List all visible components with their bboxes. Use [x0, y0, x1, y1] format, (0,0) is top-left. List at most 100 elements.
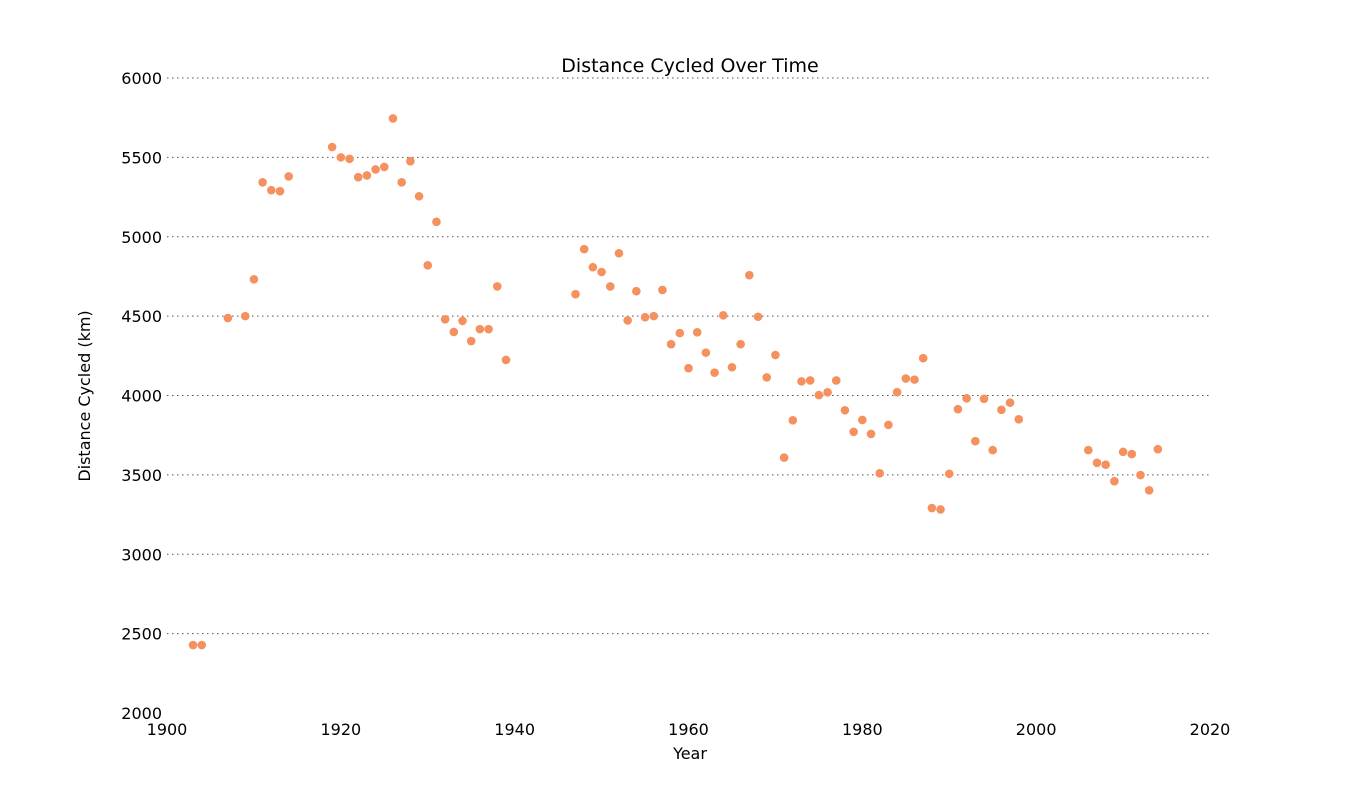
data-point-1947	[571, 289, 580, 299]
data-point-2010	[1118, 447, 1128, 457]
y-tick-label-4500: 4500	[121, 307, 162, 326]
data-point-1991	[953, 404, 963, 414]
data-point-1970	[771, 350, 780, 360]
data-point-1974	[805, 376, 815, 385]
data-point-1958	[666, 339, 676, 349]
data-point-1933	[449, 327, 459, 337]
gridlines	[167, 77, 1210, 635]
data-point-1963	[710, 368, 719, 377]
data-point-1975	[814, 390, 824, 400]
data-point-1980	[858, 415, 867, 425]
y-tick-label-2000: 2000	[121, 704, 162, 723]
data-point-1914	[284, 172, 293, 181]
data-point-1907	[223, 313, 233, 323]
x-tick-label-1940: 1940	[494, 720, 535, 739]
y-tick-label-3000: 3000	[121, 545, 162, 564]
data-point-1937	[484, 324, 493, 334]
data-point-2012	[1136, 470, 1145, 480]
data-point-2014	[1153, 444, 1163, 454]
data-point-1904	[197, 640, 207, 650]
y-tick-labels: 2000 2500 3000 3500 4000 4500 5000 5500 6000	[121, 69, 162, 723]
data-point-1936	[475, 324, 485, 334]
data-point-1983	[884, 420, 893, 430]
data-point-1973	[797, 377, 806, 386]
y-tick-label-5000: 5000	[121, 228, 162, 247]
data-point-2009	[1110, 476, 1119, 486]
data-point-1971	[779, 453, 789, 462]
data-point-1978	[840, 405, 850, 415]
data-point-1988	[927, 503, 937, 513]
data-point-1990	[944, 469, 954, 479]
data-point-1931	[432, 217, 441, 227]
data-point-1919	[327, 142, 337, 152]
x-axis-label: Year	[672, 744, 707, 763]
data-point-1930	[423, 261, 433, 270]
data-point-1984	[892, 387, 902, 397]
data-point-1927	[397, 177, 406, 187]
data-point-1997	[1005, 398, 1015, 407]
data-point-2011	[1127, 449, 1137, 459]
data-point-1985	[901, 374, 911, 383]
data-point-2008	[1101, 460, 1110, 470]
data-point-1950	[597, 267, 606, 277]
data-point-1912	[267, 185, 276, 195]
data-point-1924	[371, 165, 380, 174]
data-point-1951	[605, 282, 615, 291]
data-point-1989	[936, 505, 945, 514]
data-point-1938	[492, 282, 502, 291]
data-point-1932	[440, 315, 450, 324]
data-point-2007	[1092, 458, 1102, 468]
y-tick-label-6000: 6000	[121, 69, 162, 88]
data-point-1952	[614, 248, 624, 258]
data-point-1962	[701, 348, 711, 357]
y-tick-label-5500: 5500	[121, 148, 162, 167]
data-point-1954	[632, 286, 641, 296]
data-point-1926	[388, 114, 398, 123]
data-point-1960	[684, 363, 693, 373]
y-tick-label-3500: 3500	[121, 466, 162, 485]
data-point-1921	[345, 154, 354, 164]
data-point-2013	[1144, 485, 1154, 495]
data-point-1981	[866, 429, 876, 439]
data-point-2006	[1084, 445, 1093, 455]
data-point-1982	[875, 468, 885, 478]
data-point-1928	[406, 156, 415, 166]
x-tick-label-1900: 1900	[147, 720, 188, 739]
data-point-1986	[910, 375, 919, 384]
data-point-1996	[997, 405, 1006, 415]
data-point-1972	[788, 415, 798, 425]
data-point-1903	[188, 640, 198, 650]
x-tick-label-2020: 2020	[1190, 720, 1231, 739]
data-point-1953	[623, 316, 632, 325]
data-point-1968	[753, 312, 763, 322]
y-axis-label: Distance Cycled (km)	[75, 310, 94, 481]
data-point-1922	[353, 172, 363, 182]
data-point-1966	[736, 339, 745, 349]
data-point-1969	[762, 373, 772, 382]
data-point-1956	[649, 311, 659, 321]
data-point-1993	[971, 436, 980, 446]
x-tick-label-1920: 1920	[320, 720, 361, 739]
chart-title: Distance Cycled Over Time	[561, 55, 818, 77]
data-point-1977	[831, 376, 841, 385]
data-point-1995	[988, 445, 998, 455]
data-point-1979	[849, 427, 858, 437]
data-point-1998	[1014, 415, 1024, 424]
y-tick-label-2500: 2500	[121, 625, 162, 644]
x-tick-label-2000: 2000	[1016, 720, 1057, 739]
data-point-1957	[658, 285, 667, 295]
data-point-1909	[240, 311, 250, 321]
data-point-1913	[275, 186, 285, 196]
data-point-1911	[258, 177, 267, 187]
data-point-1920	[336, 153, 346, 162]
data-point-1961	[692, 328, 702, 337]
data-point-1976	[823, 388, 832, 397]
x-tick-labels: 1900 1920 1940 1960 1980 2000 2020	[147, 720, 1231, 739]
data-point-1925	[379, 162, 389, 172]
data-point-1935	[466, 336, 476, 346]
data-point-1934	[458, 316, 467, 326]
data-point-1987	[918, 353, 928, 363]
data-point-1964	[718, 311, 728, 320]
x-tick-label-1980: 1980	[842, 720, 883, 739]
